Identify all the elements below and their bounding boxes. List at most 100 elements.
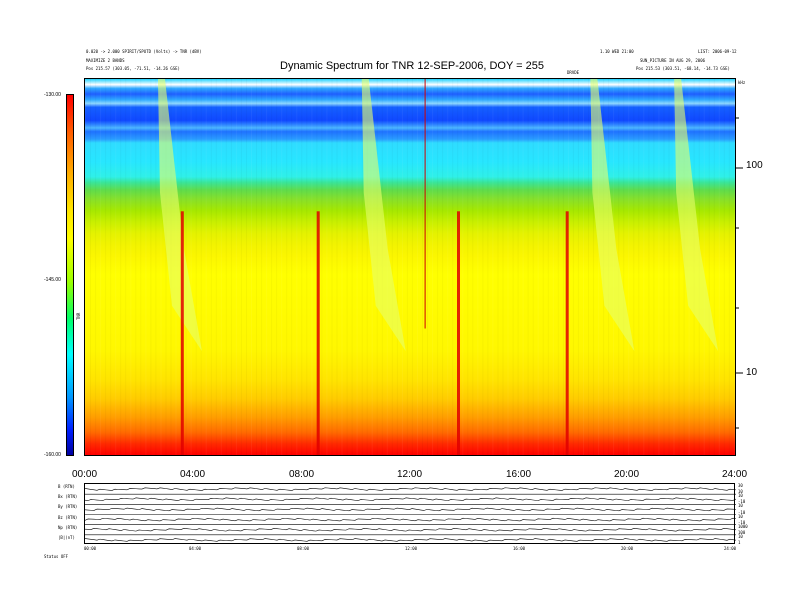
- texture-line: [286, 79, 287, 456]
- texture-line: [733, 79, 735, 455]
- colorbar-tick-bottom: -160.00: [44, 452, 61, 458]
- texture-line: [95, 79, 96, 456]
- panel-line-5: [85, 538, 736, 542]
- x-tick-1: 04:00: [180, 469, 206, 480]
- event-intense-vertical-5: [457, 211, 460, 455]
- texture-line: [392, 79, 393, 456]
- dynamic-spectrum: [84, 78, 736, 456]
- texture-line: [140, 79, 141, 456]
- texture-line: [125, 79, 126, 456]
- texture-line: [522, 79, 524, 455]
- texture-line: [447, 79, 449, 455]
- marker-label: DRVDE: [567, 70, 580, 75]
- texture-line: [628, 79, 630, 455]
- texture-line: [326, 79, 328, 455]
- lower-panels: [84, 483, 736, 544]
- event-instrumental-line-4: [424, 79, 426, 329]
- y-unit: kHz: [738, 80, 746, 85]
- texture-line: [588, 79, 589, 456]
- x-tick-4: 16:00: [506, 469, 532, 480]
- header-left-line2: MAXIMIZE 2 BANDS: [86, 58, 125, 63]
- y-tick-100: 100: [746, 160, 763, 171]
- texture-line: [487, 79, 488, 456]
- texture-line: [135, 79, 136, 456]
- event-intense-vertical-6: [565, 211, 569, 455]
- texture-line: [452, 79, 453, 456]
- texture-line: [518, 79, 519, 456]
- texture-line: [573, 79, 574, 456]
- panel-line-1: [85, 497, 736, 501]
- event-drifting-burst-7: [590, 79, 635, 352]
- texture-line: [482, 79, 483, 456]
- y-axis-ticks: [736, 117, 743, 429]
- texture-line: [105, 79, 106, 456]
- texture-line: [347, 79, 348, 456]
- texture-line: [528, 79, 529, 456]
- panel-4-right-tick-0: 1000: [738, 523, 748, 529]
- texture-line: [281, 79, 283, 455]
- texture-line: [145, 79, 147, 455]
- panel-label-1: Bx (RTN): [58, 494, 78, 500]
- texture-line: [543, 79, 544, 456]
- texture-line: [291, 79, 292, 456]
- colorbar-tick-top: -130.00: [44, 92, 61, 98]
- texture-line: [301, 79, 302, 456]
- texture-line: [558, 79, 559, 456]
- texture-line: [623, 79, 624, 456]
- header-left-line1: 0.020 -> 2.000 SPIRIT/SPUTD (Volts) -> T…: [86, 49, 202, 54]
- event-drifting-burst-0: [157, 79, 202, 352]
- texture-line: [507, 79, 509, 455]
- x-tick-3: 12:00: [397, 469, 423, 480]
- texture-line: [513, 79, 514, 456]
- panel-2-right-tick-1: -10: [738, 509, 746, 515]
- texture-line: [673, 79, 675, 455]
- texture-line: [120, 79, 121, 456]
- texture-line: [552, 79, 554, 455]
- header-right-line1: 1.10 WED 21:00: [600, 49, 634, 54]
- header-right-line2: SUN_PICTURE IN AUG 29, 2006: [640, 58, 706, 63]
- panel-label-0: B (RTN): [58, 484, 75, 489]
- lower-x-tick-4: 16:00: [513, 546, 526, 551]
- panel-label-4: Np (RTN): [58, 524, 78, 530]
- texture-line: [160, 79, 162, 455]
- texture-line: [533, 79, 534, 456]
- event-drifting-burst-3: [361, 79, 406, 352]
- texture-line: [231, 79, 232, 456]
- panel-5-right-tick-0: 10: [738, 533, 743, 539]
- lower-x-tick-6: 24:00: [724, 546, 737, 551]
- texture-line: [216, 79, 217, 456]
- texture-line: [503, 79, 504, 456]
- texture-line: [196, 79, 197, 456]
- texture-line: [658, 79, 660, 455]
- texture-line: [583, 79, 584, 455]
- texture-line: [472, 79, 473, 456]
- texture-line: [638, 79, 639, 456]
- texture-line: [251, 79, 252, 455]
- lower-x-tick-2: 08:00: [297, 546, 310, 551]
- panel-3-right-tick-0: 10: [738, 513, 743, 519]
- spectrum-overlay: [85, 79, 735, 456]
- texture-line: [462, 79, 464, 455]
- texture-line: [422, 79, 423, 456]
- texture-line: [190, 79, 192, 455]
- texture-line: [477, 79, 479, 455]
- panel-line-4: [85, 528, 736, 532]
- texture-line: [266, 79, 268, 455]
- header-left-line3: Pos 215.57 (303.05, -71.51, -14.26 GSE): [86, 66, 180, 71]
- texture-line: [110, 79, 111, 456]
- texture-line: [437, 79, 438, 456]
- texture-line: [397, 79, 398, 456]
- texture-line: [598, 79, 600, 455]
- texture-line: [729, 79, 730, 456]
- panel-0-right-tick-0: 30: [738, 483, 743, 488]
- texture-line: [648, 79, 649, 456]
- texture-line: [356, 79, 358, 455]
- texture-line: [352, 79, 353, 456]
- texture-line: [718, 79, 720, 455]
- lower-x-tick-3: 12:00: [405, 546, 418, 551]
- texture-line: [100, 79, 102, 455]
- texture-line: [241, 79, 242, 456]
- panel-2-right-tick-0: 10: [738, 503, 743, 509]
- event-intense-vertical-2: [316, 211, 320, 455]
- texture-line: [337, 79, 338, 456]
